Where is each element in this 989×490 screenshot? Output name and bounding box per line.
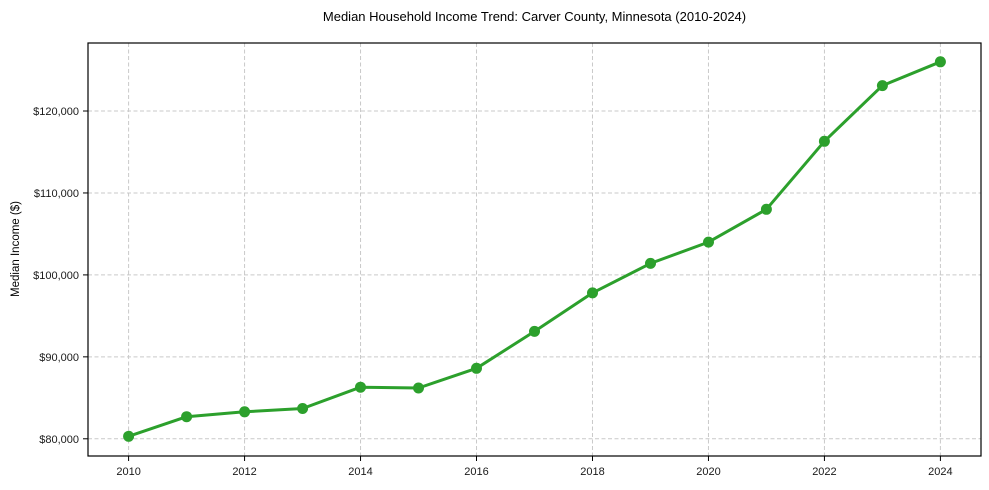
plot-frame (87, 42, 982, 457)
data-point-2021 (760, 203, 772, 215)
x-tick-label-2024: 2024 (928, 466, 952, 478)
data-point-2014 (355, 381, 366, 393)
y-tick-label-110000: $110,000 (34, 188, 79, 200)
axis-ticks: 2010 2012 2014 2016 2018 2020 2022 2024 $80,000 $… (33, 106, 953, 478)
data-point-2017 (529, 325, 540, 337)
x-tick-label-2016: 2016 (464, 466, 488, 478)
data-point-2023 (876, 80, 888, 92)
data-point-2013 (297, 403, 309, 414)
y-tick-label-80000: $80,000 (39, 434, 79, 446)
data-point-2019 (645, 257, 656, 269)
data-points (123, 56, 946, 442)
x-tick-label-2014: 2014 (348, 466, 372, 478)
data-point-2015 (413, 382, 424, 394)
y-tick-label-90000: $90,000 (39, 352, 79, 364)
data-point-2012 (239, 406, 251, 418)
x-tick-label-2018: 2018 (580, 466, 604, 478)
y-tick-label-120000: $120,000 (33, 106, 79, 118)
data-point-2016 (471, 362, 482, 374)
data-point-2010 (123, 430, 135, 442)
trend-line (127, 60, 942, 438)
x-tick-label-2020: 2020 (696, 466, 720, 478)
data-point-2022 (818, 135, 830, 147)
chart-title: Median Household Income Trend: Carver Co… (322, 9, 747, 24)
data-point-2024 (934, 56, 946, 68)
x-tick-label-2022: 2022 (812, 466, 836, 478)
data-point-2020 (703, 236, 714, 248)
grid-lines (88, 43, 981, 456)
y-tick-label-100000: $100,000 (33, 270, 79, 282)
x-tick-label-2010: 2010 (116, 466, 140, 478)
x-tick-label-2012: 2012 (232, 466, 256, 478)
data-point-2011 (181, 411, 193, 423)
data-point-2018 (587, 287, 598, 299)
